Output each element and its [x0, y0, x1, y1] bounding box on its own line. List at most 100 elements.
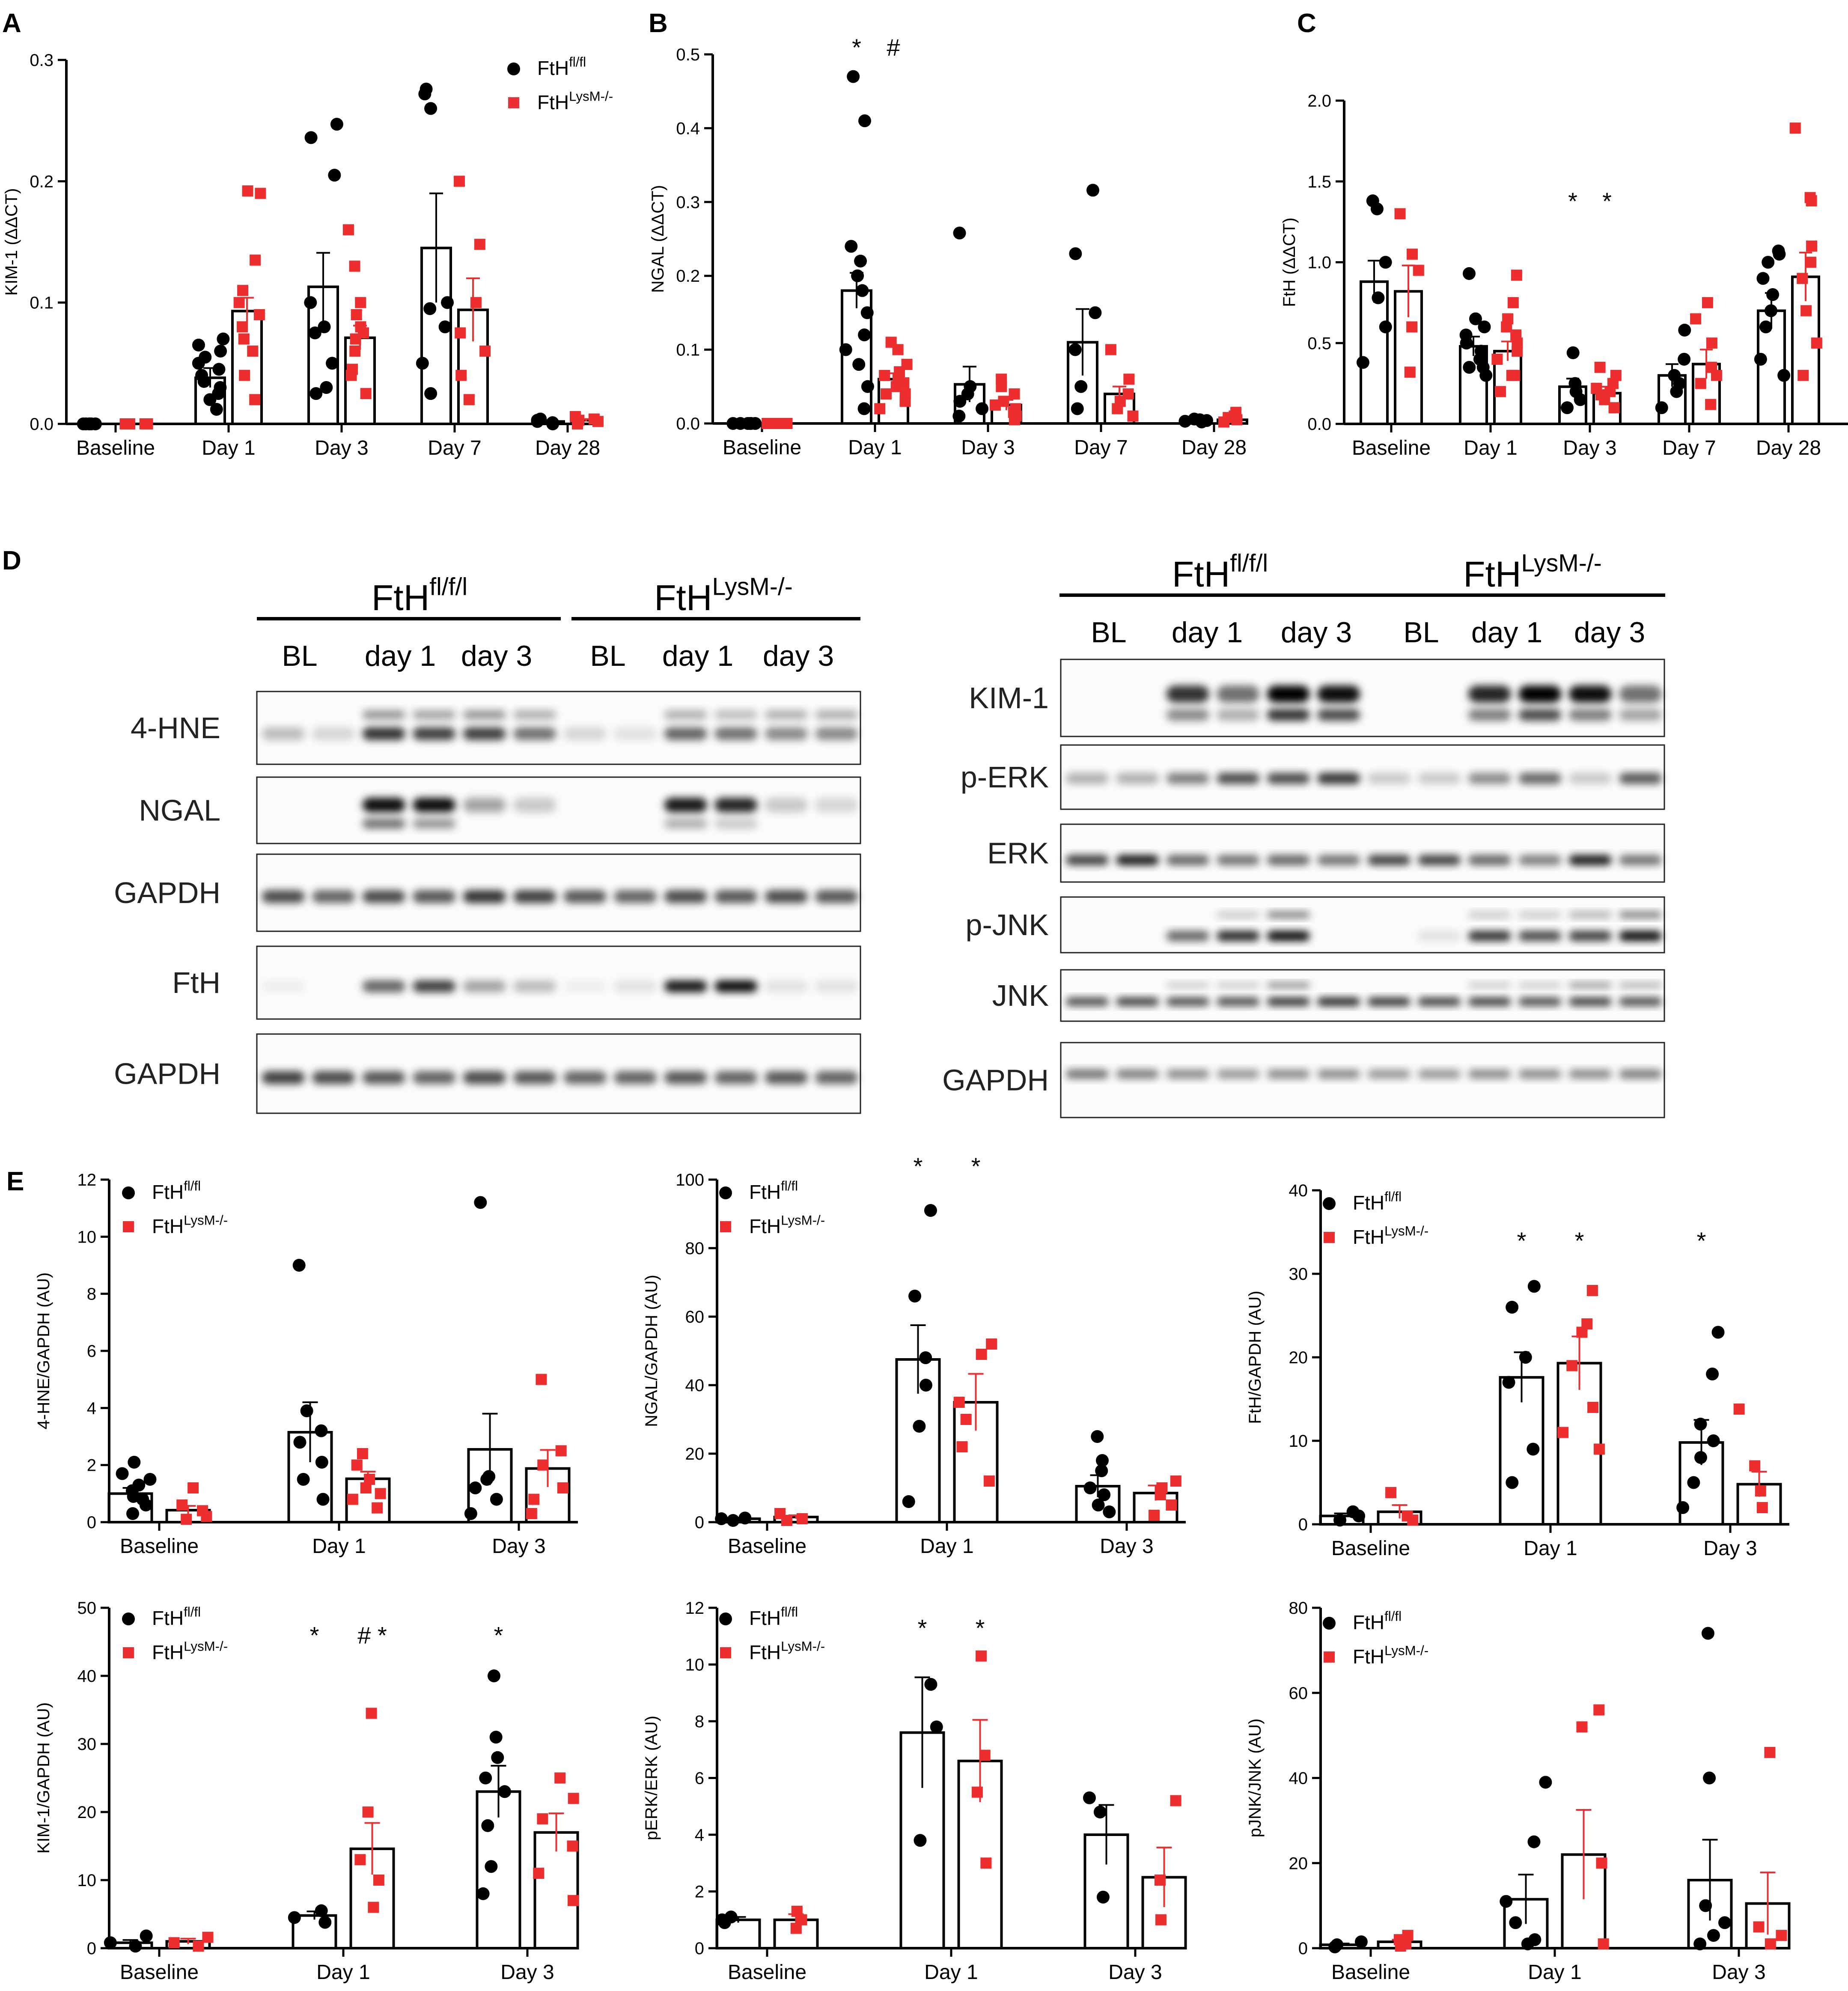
band-core	[714, 818, 758, 829]
legend-label-wt-superscript: fl/fl	[781, 1605, 798, 1620]
data-point	[1527, 1443, 1540, 1456]
data-point	[724, 1911, 738, 1924]
band-core	[1518, 855, 1562, 865]
y-tick-label: 40	[1289, 1181, 1308, 1200]
legend-label-wt: FtHfl/fl	[749, 1605, 798, 1629]
band	[1468, 855, 1511, 865]
band-core	[513, 798, 556, 813]
band-core	[413, 890, 456, 903]
band	[664, 818, 707, 829]
band-core	[1518, 931, 1562, 941]
band-core	[513, 1071, 556, 1084]
data-point	[293, 1436, 307, 1449]
data-point	[453, 176, 465, 187]
data-point	[930, 1720, 943, 1734]
data-point	[536, 1374, 547, 1385]
band-core	[312, 1071, 355, 1084]
band-core	[1166, 1069, 1209, 1079]
data-point	[140, 1929, 153, 1943]
data-point	[1718, 1916, 1732, 1929]
band-core	[563, 727, 607, 740]
lane-label: day 3	[1574, 616, 1645, 649]
data-point	[857, 402, 871, 415]
blot-frame	[1060, 744, 1665, 810]
data-point	[1333, 1514, 1347, 1527]
legend-marker-ko	[720, 1647, 731, 1658]
band-core	[1267, 855, 1310, 865]
data-point	[292, 1259, 306, 1272]
band-core	[1518, 709, 1562, 721]
data-point	[1379, 320, 1392, 334]
band	[262, 980, 305, 993]
data-point	[1462, 267, 1476, 280]
band-core	[765, 727, 808, 740]
band	[815, 980, 858, 993]
data-point	[1356, 356, 1369, 369]
panel-letter: D	[2, 546, 21, 575]
band-core	[1317, 686, 1360, 703]
data-point	[1576, 1721, 1588, 1733]
legend-label-ko-superscript: LysM-/-	[184, 1213, 228, 1228]
data-point	[1707, 1434, 1720, 1447]
data-point	[192, 338, 205, 352]
data-point	[129, 1940, 142, 1953]
data-point	[1407, 248, 1418, 260]
band-core	[1116, 1069, 1159, 1079]
data-point	[1502, 1376, 1515, 1389]
data-point	[546, 416, 559, 429]
band-core	[1217, 931, 1260, 941]
data-point	[1703, 1771, 1716, 1785]
data-point	[328, 169, 341, 182]
data-point	[455, 327, 466, 339]
data-point	[1539, 1776, 1552, 1789]
legend-label-wt-base: FtH	[1353, 1611, 1384, 1633]
band	[1568, 773, 1612, 784]
y-axis-label: pJNK/JNK (AU)	[1246, 1719, 1265, 1838]
band	[765, 710, 808, 720]
lane-label: day 1	[1471, 616, 1542, 649]
band-core	[1468, 773, 1511, 784]
band-core	[1217, 911, 1260, 918]
data-point	[573, 414, 585, 426]
data-point	[455, 370, 467, 381]
data-point	[1096, 1890, 1110, 1904]
band-core	[1217, 855, 1260, 865]
y-tick-label: 80	[685, 1239, 705, 1258]
data-point	[971, 1786, 983, 1798]
group-header-ko-base: FtH	[654, 578, 712, 618]
band-core	[413, 710, 456, 720]
y-tick-label: 2.0	[1307, 92, 1331, 110]
data-point	[304, 131, 318, 144]
y-tick-label: 40	[77, 1667, 97, 1686]
data-point	[345, 370, 357, 381]
band	[1619, 686, 1662, 703]
data-point	[315, 1424, 328, 1437]
band	[1166, 686, 1209, 703]
band	[1619, 931, 1662, 941]
band	[664, 727, 707, 740]
band-core	[1619, 911, 1662, 918]
data-point	[143, 1473, 157, 1486]
band	[1418, 773, 1461, 784]
band	[614, 980, 657, 993]
band	[463, 710, 506, 720]
data-point	[375, 1488, 386, 1499]
band	[362, 1071, 405, 1084]
lane-label: BL	[1403, 616, 1439, 649]
data-point	[1474, 345, 1488, 358]
data-point	[1469, 312, 1482, 325]
legend-marker-ko	[508, 97, 519, 108]
data-point	[242, 185, 253, 197]
data-point	[845, 240, 858, 253]
chart-4: E 0 2 4 6 8 10 12 4-HNE/GAPDH (AU) Baseline Day 1 D…	[6, 1167, 578, 1558]
band	[513, 1071, 556, 1084]
data-point	[1765, 1938, 1776, 1950]
band	[513, 727, 556, 740]
band	[413, 818, 456, 829]
band	[312, 727, 355, 740]
bar	[1360, 280, 1389, 425]
data-point	[237, 285, 249, 296]
data-point	[1413, 265, 1424, 276]
band	[1418, 997, 1461, 1006]
band	[664, 980, 707, 993]
